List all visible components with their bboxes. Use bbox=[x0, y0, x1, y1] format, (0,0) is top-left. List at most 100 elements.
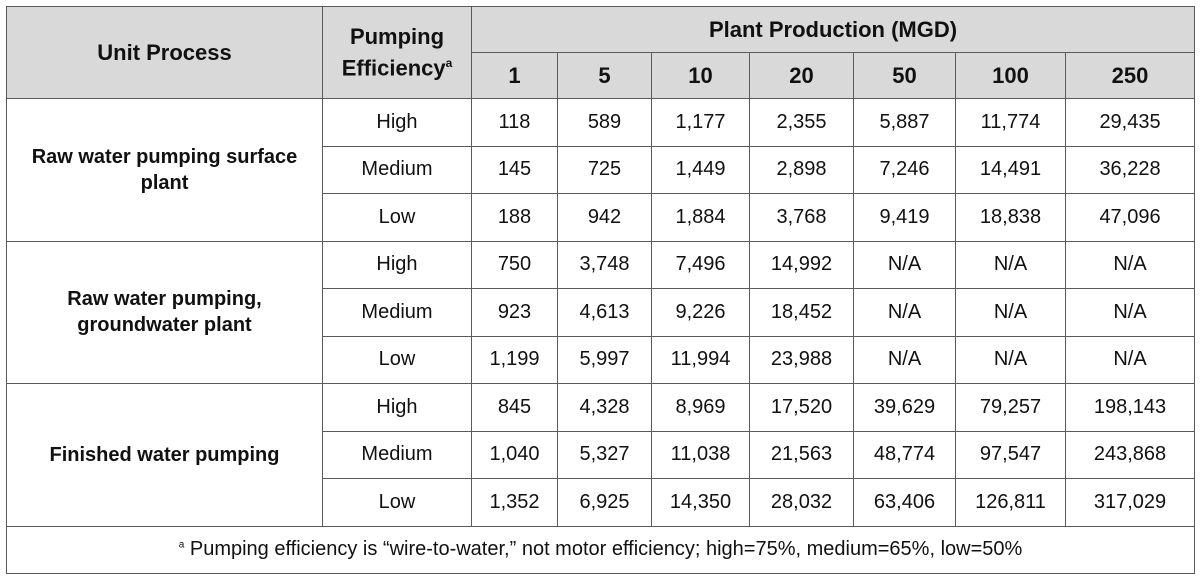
value-cell: 18,452 bbox=[749, 288, 854, 337]
table-row: Raw water pumping surface plant High 118 58… bbox=[6, 98, 1196, 242]
value-cell: 11,774 bbox=[955, 98, 1066, 147]
efficiency-cell: Medium bbox=[322, 430, 472, 479]
header-production-column: 1 bbox=[471, 52, 558, 99]
value-cell: 845 bbox=[471, 383, 558, 432]
value-cell: 243,868 bbox=[1064, 430, 1196, 479]
value-cell: 1,177 bbox=[651, 98, 750, 147]
table-body: Raw water pumping surface plant High 118 58… bbox=[6, 98, 1196, 527]
table-row: Medium 145 725 1,449 2,898 7,246 14,491 36,228 bbox=[7, 145, 1196, 194]
value-cell: 8,969 bbox=[651, 383, 750, 432]
value-cell: 7,246 bbox=[853, 145, 956, 194]
table-row: Raw water pumping, groundwater plant High… bbox=[6, 240, 1196, 384]
value-cell: 5,327 bbox=[557, 430, 652, 479]
header-pumping-efficiency-label: Pumping Efficiency bbox=[341, 23, 446, 81]
value-cell: 4,613 bbox=[557, 288, 652, 337]
value-cell: 198,143 bbox=[1064, 383, 1196, 432]
value-cell: N/A bbox=[1064, 288, 1196, 337]
header-production-column: 100 bbox=[955, 52, 1066, 99]
value-cell: N/A bbox=[955, 288, 1066, 337]
value-cell: 28,032 bbox=[749, 478, 854, 527]
efficiency-cell: High bbox=[322, 383, 472, 432]
value-cell: 11,038 bbox=[651, 430, 750, 479]
header-unit-process: Unit Process bbox=[6, 6, 323, 99]
value-cell: 21,563 bbox=[749, 430, 854, 479]
value-cell: 11,994 bbox=[651, 335, 750, 384]
value-cell: N/A bbox=[955, 240, 1066, 289]
value-cell: N/A bbox=[853, 240, 956, 289]
value-cell: 1,040 bbox=[471, 430, 558, 479]
value-cell: 36,228 bbox=[1064, 145, 1196, 194]
value-cell: 47,096 bbox=[1064, 193, 1196, 242]
value-cell: 5,887 bbox=[853, 98, 956, 147]
header-production-column: 20 bbox=[749, 52, 854, 99]
value-cell: 63,406 bbox=[853, 478, 956, 527]
efficiency-cell: High bbox=[322, 98, 472, 147]
value-cell: 23,988 bbox=[749, 335, 854, 384]
unit-process-cell: Raw water pumping surface plant bbox=[6, 98, 323, 242]
value-cell: 1,199 bbox=[471, 335, 558, 384]
efficiency-cell: Low bbox=[322, 478, 472, 527]
value-cell: N/A bbox=[1064, 335, 1196, 384]
value-cell: 750 bbox=[471, 240, 558, 289]
value-cell: 126,811 bbox=[955, 478, 1066, 527]
table-container: Unit Process Pumping Efficiencya Plant P… bbox=[5, 6, 1196, 574]
value-cell: N/A bbox=[955, 335, 1066, 384]
header-plant-production: Plant Production (MGD) bbox=[470, 6, 1196, 53]
header-production-column: 10 bbox=[651, 52, 750, 99]
value-cell: 2,355 bbox=[749, 98, 854, 147]
footnote-row: a Pumping efficiency is “wire-to-water,”… bbox=[5, 525, 1196, 574]
value-cell: 589 bbox=[557, 98, 652, 147]
table-footer: a Pumping efficiency is “wire-to-water,”… bbox=[5, 525, 1196, 574]
value-cell: 188 bbox=[471, 193, 558, 242]
header-row-1: Unit Process Pumping Efficiencya Plant P… bbox=[6, 6, 1196, 99]
value-cell: 14,992 bbox=[749, 240, 854, 289]
efficiency-cell: Low bbox=[322, 335, 472, 384]
value-cell: 79,257 bbox=[955, 383, 1066, 432]
value-cell: 145 bbox=[471, 145, 558, 194]
value-cell: 9,419 bbox=[853, 193, 956, 242]
footnote: a Pumping efficiency is “wire-to-water,”… bbox=[5, 525, 1196, 574]
value-cell: 1,352 bbox=[471, 478, 558, 527]
value-cell: 6,925 bbox=[557, 478, 652, 527]
value-cell: 923 bbox=[471, 288, 558, 337]
value-cell: 14,350 bbox=[651, 478, 750, 527]
table-row: Low 1,352 6,925 14,350 28,032 63,406 126,811 31… bbox=[7, 478, 1196, 527]
table-row: Medium 1,040 5,327 11,038 21,563 48,774 97,547… bbox=[7, 430, 1196, 479]
footnote-marker: a bbox=[178, 539, 185, 551]
header-pumping-efficiency: Pumping Efficiencya bbox=[322, 6, 472, 99]
footnote-text: Pumping efficiency is “wire-to-water,” n… bbox=[184, 538, 1023, 561]
value-cell: 5,997 bbox=[557, 335, 652, 384]
efficiency-cell: Low bbox=[322, 193, 472, 242]
value-cell: 18,838 bbox=[955, 193, 1066, 242]
value-cell: 1,884 bbox=[651, 193, 750, 242]
table-row: Medium 923 4,613 9,226 18,452 N/A N/A N/A bbox=[7, 288, 1196, 337]
value-cell: 2,898 bbox=[749, 145, 854, 194]
value-cell: 942 bbox=[557, 193, 652, 242]
value-cell: 39,629 bbox=[853, 383, 956, 432]
unit-process-cell: Raw water pumping, groundwater plant bbox=[6, 240, 323, 384]
value-cell: 48,774 bbox=[853, 430, 956, 479]
value-cell: N/A bbox=[853, 335, 956, 384]
value-cell: 29,435 bbox=[1064, 98, 1196, 147]
table-row: Low 188 942 1,884 3,768 9,419 18,838 47,096 bbox=[7, 193, 1196, 242]
efficiency-cell: Medium bbox=[322, 288, 472, 337]
value-cell: 118 bbox=[471, 98, 558, 147]
value-cell: 725 bbox=[557, 145, 652, 194]
value-cell: 14,491 bbox=[955, 145, 1066, 194]
efficiency-cell: High bbox=[322, 240, 472, 289]
unit-process-cell: Finished water pumping bbox=[6, 383, 323, 527]
value-cell: 3,748 bbox=[557, 240, 652, 289]
value-cell: N/A bbox=[1064, 240, 1196, 289]
value-cell: 97,547 bbox=[955, 430, 1066, 479]
table-row: Finished water pumping High 845 4,328 8,969 1… bbox=[6, 383, 1196, 527]
value-cell: 317,029 bbox=[1064, 478, 1196, 527]
efficiency-cell: Medium bbox=[322, 145, 472, 194]
value-cell: 9,226 bbox=[651, 288, 750, 337]
value-cell: 3,768 bbox=[749, 193, 854, 242]
table-header: Unit Process Pumping Efficiencya Plant P… bbox=[6, 6, 1196, 99]
header-production-column: 50 bbox=[853, 52, 956, 99]
header-production-column: 250 bbox=[1064, 52, 1196, 99]
value-cell: 7,496 bbox=[651, 240, 750, 289]
value-cell: N/A bbox=[853, 288, 956, 337]
header-production-column: 5 bbox=[557, 52, 652, 99]
